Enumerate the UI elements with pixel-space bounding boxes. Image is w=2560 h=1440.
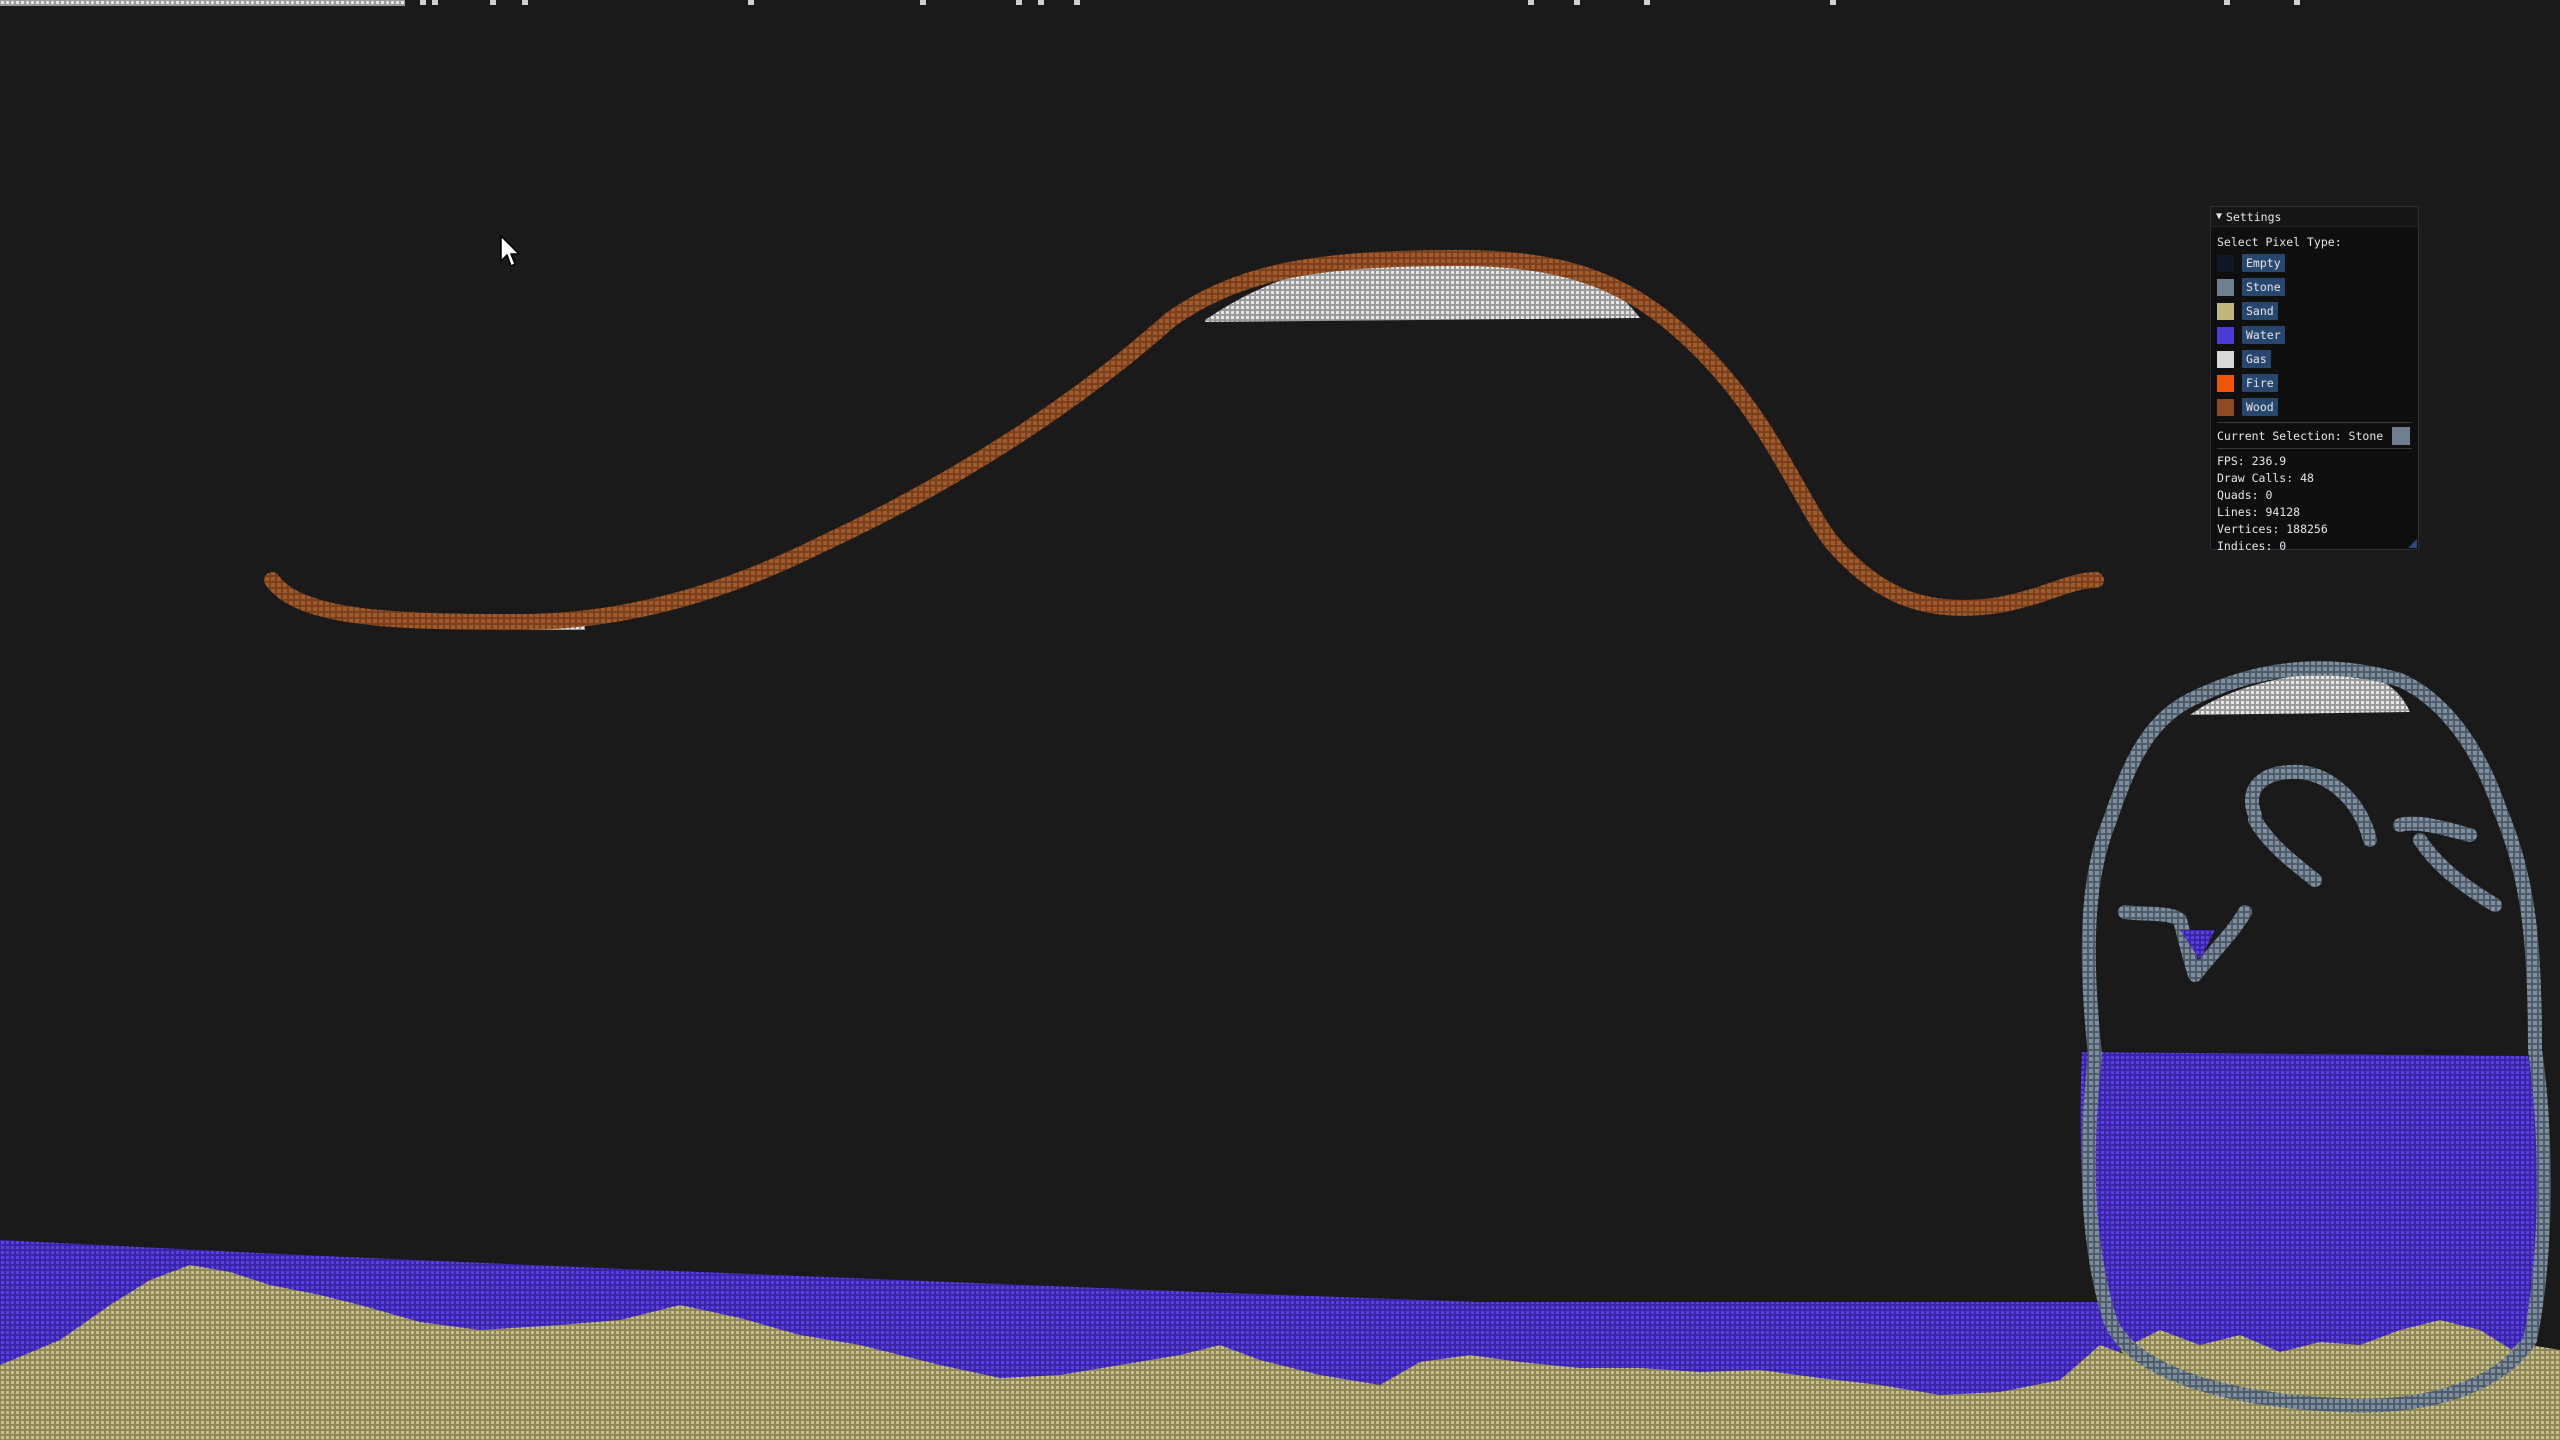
wood-button[interactable]: Wood <box>2242 398 2278 416</box>
pixel-type-list: Empty Stone Sand Water Gas Fire Wood <box>2217 251 2412 419</box>
pixel-type-row-gas: Gas <box>2217 347 2412 371</box>
settings-panel[interactable]: ▼ Settings Select Pixel Type: Empty Stone… <box>2210 206 2419 553</box>
stone-button[interactable]: Stone <box>2242 278 2285 296</box>
current-selection-swatch <box>2392 427 2411 445</box>
water-color-swatch <box>2217 326 2234 344</box>
separator <box>2217 422 2412 423</box>
wood-line <box>264 249 2104 631</box>
current-selection-label: Current Selection: Stone <box>2217 429 2384 443</box>
gas-button[interactable]: Gas <box>2242 350 2271 368</box>
triangle-down-icon[interactable]: ▼ <box>2216 211 2223 222</box>
stat-vertices: Vertices: 188256 <box>2217 522 2328 536</box>
gas-under-arch <box>1205 262 1640 322</box>
pixel-type-row-wood: Wood <box>2217 395 2412 419</box>
wood-color-swatch <box>2217 398 2234 416</box>
pixel-type-row-water: Water <box>2217 323 2412 347</box>
stat-draw-calls: Draw Calls: 48 <box>2217 471 2314 485</box>
sand-dunes <box>0 1265 2560 1440</box>
pixel-type-row-empty: Empty <box>2217 251 2412 275</box>
stat-fps: FPS: 236.9 <box>2217 454 2287 468</box>
separator <box>2217 448 2412 449</box>
gas-particles-top <box>0 0 2300 6</box>
pixel-type-row-fire: Fire <box>2217 371 2412 395</box>
water-button[interactable]: Water <box>2242 326 2285 344</box>
select-pixel-type-label: Select Pixel Type: <box>2217 235 2342 249</box>
water-in-nose <box>2180 930 2215 960</box>
settings-titlebar[interactable]: ▼ Settings <box>2211 207 2418 227</box>
empty-color-swatch <box>2217 254 2234 272</box>
stone-shape <box>2081 661 2551 1413</box>
resize-grip[interactable] <box>2408 539 2417 548</box>
container-gas <box>2190 672 2410 715</box>
pixel-type-row-stone: Stone <box>2217 275 2412 299</box>
empty-button[interactable]: Empty <box>2242 254 2285 272</box>
current-selection: Current Selection: Stone <box>2217 427 2412 445</box>
pixel-type-row-sand: Sand <box>2217 299 2412 323</box>
stone-color-swatch <box>2217 278 2234 296</box>
gas-color-swatch <box>2217 350 2234 368</box>
settings-title: Settings <box>2226 209 2282 224</box>
stat-indices: Indices: 0 <box>2217 539 2287 553</box>
mouse-cursor-icon <box>500 235 521 268</box>
container-water <box>2080 1052 2543 1396</box>
fire-color-swatch <box>2217 374 2234 392</box>
sand-button[interactable]: Sand <box>2242 302 2278 320</box>
fire-button[interactable]: Fire <box>2242 374 2278 392</box>
stat-lines: Lines: 94128 <box>2217 505 2301 519</box>
sand-color-swatch <box>2217 302 2234 320</box>
stat-quads: Quads: 0 <box>2217 488 2273 502</box>
